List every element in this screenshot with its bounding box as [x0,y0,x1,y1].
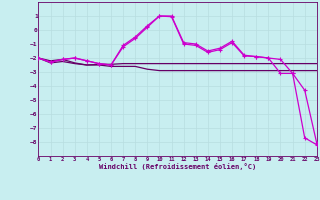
X-axis label: Windchill (Refroidissement éolien,°C): Windchill (Refroidissement éolien,°C) [99,163,256,170]
